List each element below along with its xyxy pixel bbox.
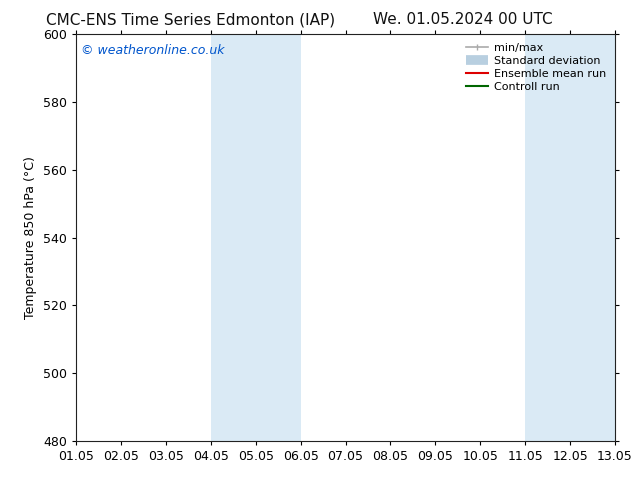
Bar bbox=[210, 34, 301, 441]
Text: © weatheronline.co.uk: © weatheronline.co.uk bbox=[81, 45, 225, 57]
Bar bbox=[525, 34, 615, 441]
Y-axis label: Temperature 850 hPa (°C): Temperature 850 hPa (°C) bbox=[25, 156, 37, 319]
Text: CMC-ENS Time Series Edmonton (IAP): CMC-ENS Time Series Edmonton (IAP) bbox=[46, 12, 335, 27]
Text: We. 01.05.2024 00 UTC: We. 01.05.2024 00 UTC bbox=[373, 12, 553, 27]
Legend: min/max, Standard deviation, Ensemble mean run, Controll run: min/max, Standard deviation, Ensemble me… bbox=[463, 40, 609, 95]
